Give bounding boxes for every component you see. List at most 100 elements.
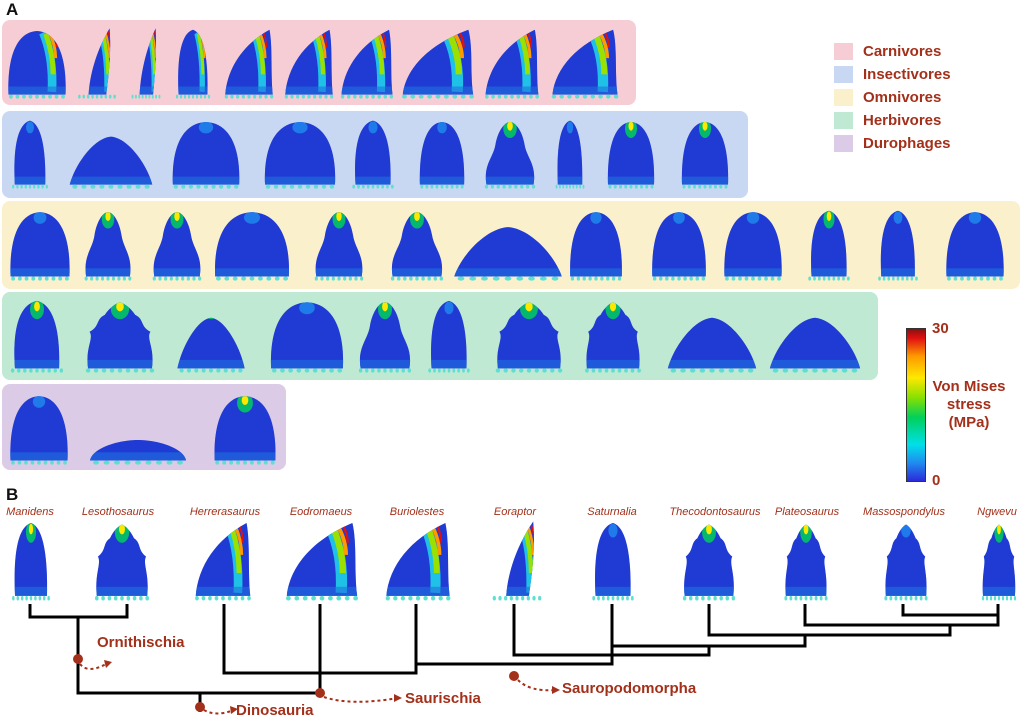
tooth-stress-model (270, 302, 344, 373)
tooth-stress-model (681, 122, 729, 189)
tooth-stress-model (784, 524, 828, 601)
tooth-stress-model (10, 396, 68, 465)
legend-swatch (834, 43, 853, 60)
tooth-stress-model (195, 523, 251, 601)
stress-colorbar (906, 328, 926, 482)
arrowheads (104, 660, 560, 714)
taxon-label: Manidens (6, 506, 54, 518)
taxon-label: Herrerasaurus (189, 506, 261, 518)
tooth-stress-model (90, 439, 186, 465)
tooth-stress-model (419, 122, 465, 189)
clade-pointers (79, 663, 557, 715)
tooth-stress-model (224, 29, 274, 99)
tooth-stress-model (808, 210, 850, 281)
legend-item-herbivores: Herbivores (834, 109, 951, 132)
colorbar-title: Von Mises stress (MPa) (932, 378, 1006, 431)
tooth-stress-model (385, 523, 451, 601)
panel-a-label: A (6, 0, 19, 19)
tooth-stress-model (69, 136, 153, 189)
tooth-stress-model (724, 212, 782, 281)
tooth-stress-model (585, 302, 641, 373)
taxon-label: Buriolestes (389, 506, 445, 518)
tooth-stress-model (592, 523, 634, 601)
tooth-stress-model (878, 210, 918, 281)
legend-item-insectivores: Insectivores (834, 63, 951, 86)
clade-nodes (73, 654, 519, 712)
colorbar-min-label: 0 (932, 472, 941, 489)
legend-swatch (834, 66, 853, 83)
tooth-stress-model (177, 317, 245, 373)
tooth-stress-model (12, 523, 50, 601)
taxon-label: Thecodontosaurus (669, 506, 761, 518)
tooth-stress-model (769, 317, 861, 373)
taxon-label: Saturnalia (587, 506, 637, 518)
legend-swatch (834, 89, 853, 106)
tooth-stress-model (570, 212, 622, 281)
taxon-label: Eoraptor (493, 506, 537, 518)
tooth-stress-model (12, 120, 48, 189)
tooth-stress-model (314, 212, 364, 281)
tooth-stress-model (8, 31, 66, 99)
tooth-stress-model (84, 212, 132, 281)
node-ornithischia (73, 654, 83, 664)
tooth-stress-model (10, 300, 64, 373)
panel-b-label: B (6, 485, 19, 504)
taxon-label: Ngwevu (977, 506, 1017, 518)
tooth-stress-model (981, 524, 1017, 601)
tooth-stress-model (485, 29, 539, 99)
tooth-stress-model (215, 212, 289, 281)
tooth-stress-model (286, 523, 358, 601)
tooth-stress-model (652, 212, 706, 281)
node-sauropodomorpha (509, 671, 519, 681)
legend-label: Carnivores (863, 43, 942, 60)
tooth-stress-model (214, 396, 276, 465)
tooth-stress-model (172, 122, 240, 189)
clade-sauropodomorpha-label: Sauropodomorpha (562, 680, 697, 697)
tooth-stress-model (667, 317, 757, 373)
tooth-stress-model (551, 29, 619, 99)
diet-legend: Carnivores Insectivores Omnivores Herbiv… (834, 40, 951, 155)
legend-swatch (834, 135, 853, 152)
taxon-label: Massospondylus (863, 506, 945, 518)
tooth-stress-model (78, 28, 116, 99)
tooth-stress-model (492, 521, 542, 601)
legend-item-durophages: Durophages (834, 132, 951, 155)
legend-label: Omnivores (863, 89, 942, 106)
tooth-stress-model (402, 29, 474, 99)
tooth-stress-model (10, 212, 70, 281)
node-dinosauria (195, 702, 205, 712)
tooth-stress-model (284, 29, 334, 99)
tooth-stress-model (152, 212, 202, 281)
tooth-stress-model (340, 29, 394, 99)
tooth-stress-model (884, 524, 928, 601)
legend-label: Durophages (863, 135, 951, 152)
tooth-stress-model (264, 122, 336, 189)
legend-label: Insectivores (863, 66, 951, 83)
tooth-stress-model (131, 28, 161, 99)
legend-label: Herbivores (863, 112, 942, 129)
tooth-stress-model (85, 302, 155, 373)
clade-saurischia-label: Saurischia (405, 690, 481, 707)
tooth-stress-model (175, 29, 211, 99)
legend-item-omnivores: Omnivores (834, 86, 951, 109)
taxon-label: Plateosaurus (774, 506, 840, 518)
legend-item-carnivores: Carnivores (834, 40, 951, 63)
tooth-stress-model (495, 302, 563, 373)
clade-ornithischia-label: Ornithischia (97, 634, 185, 651)
colorbar-max-label: 30 (932, 320, 949, 337)
tooth-stress-model (390, 212, 444, 281)
node-saurischia (315, 688, 325, 698)
tooth-stress-model (555, 120, 585, 189)
clade-dinosauria-label: Dinosauria (236, 702, 314, 719)
tooth-stress-model (95, 524, 149, 601)
tooth-stress-model (946, 212, 1004, 281)
tooth-stress-model (454, 227, 562, 281)
taxon-label: Lesothosaurus (81, 506, 155, 518)
tooth-stress-model (352, 120, 394, 189)
legend-swatch (834, 112, 853, 129)
tooth-stress-model (682, 524, 736, 601)
tree-branches (28, 604, 1000, 712)
tooth-stress-model (358, 302, 412, 373)
tooth-stress-model (484, 122, 536, 189)
